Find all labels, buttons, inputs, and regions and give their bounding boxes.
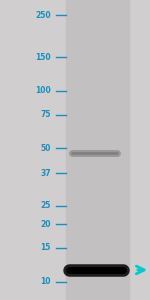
Text: 10: 10	[40, 277, 51, 286]
Bar	[66, 0, 129, 300]
Text: 75: 75	[40, 110, 51, 119]
Text: 25: 25	[41, 201, 51, 210]
Text: 15: 15	[41, 243, 51, 252]
Text: 150: 150	[35, 53, 51, 62]
Text: 20: 20	[40, 220, 51, 229]
Text: 100: 100	[35, 86, 51, 95]
Text: 37: 37	[40, 169, 51, 178]
Text: 50: 50	[41, 144, 51, 153]
Text: 250: 250	[35, 11, 51, 20]
